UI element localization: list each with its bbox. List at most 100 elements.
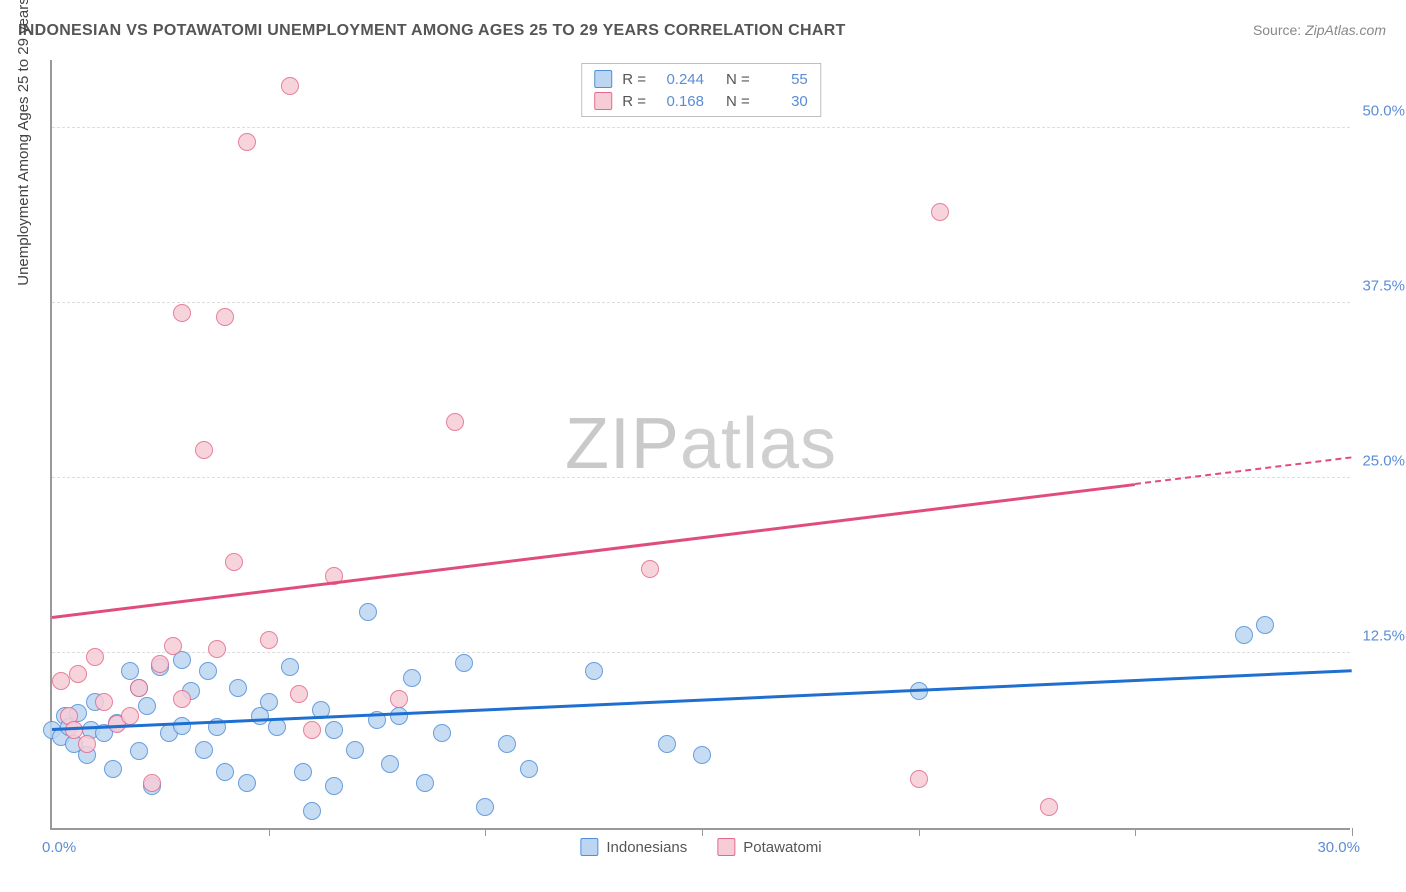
- watermark-thin: atlas: [680, 404, 837, 484]
- gridline: [52, 127, 1350, 128]
- x-tick: [485, 828, 486, 836]
- legend-swatch: [717, 838, 735, 856]
- data-point: [229, 679, 247, 697]
- source-label: Source:: [1253, 22, 1301, 38]
- data-point: [268, 718, 286, 736]
- data-point: [281, 77, 299, 95]
- data-point: [199, 662, 217, 680]
- r-label: R =: [622, 71, 646, 88]
- n-label: N =: [726, 93, 750, 110]
- data-point: [294, 763, 312, 781]
- data-point: [446, 413, 464, 431]
- data-point: [910, 770, 928, 788]
- data-point: [281, 658, 299, 676]
- data-point: [78, 735, 96, 753]
- gridline: [52, 652, 1350, 653]
- data-point: [130, 742, 148, 760]
- r-value: 0.168: [656, 93, 704, 110]
- data-point: [173, 304, 191, 322]
- data-point: [130, 679, 148, 697]
- data-point: [69, 665, 87, 683]
- data-point: [390, 707, 408, 725]
- legend: Indonesians Potawatomi: [580, 838, 821, 856]
- data-point: [455, 654, 473, 672]
- data-point: [216, 308, 234, 326]
- data-point: [325, 721, 343, 739]
- legend-label: Indonesians: [606, 839, 687, 856]
- x-axis-max-label: 30.0%: [1317, 839, 1360, 856]
- data-point: [658, 735, 676, 753]
- data-point: [195, 741, 213, 759]
- data-point: [476, 798, 494, 816]
- gridline: [52, 302, 1350, 303]
- r-label: R =: [622, 93, 646, 110]
- data-point: [403, 669, 421, 687]
- data-point: [173, 717, 191, 735]
- n-value: 30: [760, 93, 808, 110]
- legend-label: Potawatomi: [743, 839, 821, 856]
- y-axis-title: Unemployment Among Ages 25 to 29 years: [15, 0, 32, 286]
- trend-line: [52, 669, 1352, 730]
- data-point: [260, 631, 278, 649]
- data-point: [121, 707, 139, 725]
- data-point: [216, 763, 234, 781]
- source-value: ZipAtlas.com: [1305, 22, 1386, 38]
- trend-line-extrapolated: [1135, 456, 1352, 485]
- data-point: [290, 685, 308, 703]
- data-point: [151, 655, 169, 673]
- legend-swatch: [594, 92, 612, 110]
- x-axis-min-label: 0.0%: [42, 839, 76, 856]
- n-label: N =: [726, 71, 750, 88]
- data-point: [104, 760, 122, 778]
- watermark: ZIPatlas: [565, 403, 837, 485]
- data-point: [1235, 626, 1253, 644]
- x-tick: [702, 828, 703, 836]
- stats-box: R =0.244N =55R =0.168N =30: [581, 63, 821, 117]
- data-point: [520, 760, 538, 778]
- data-point: [143, 774, 161, 792]
- watermark-bold: ZIP: [565, 404, 680, 484]
- data-point: [86, 648, 104, 666]
- trend-line: [52, 483, 1136, 618]
- data-point: [585, 662, 603, 680]
- data-point: [238, 133, 256, 151]
- data-point: [208, 640, 226, 658]
- data-point: [433, 724, 451, 742]
- data-point: [1040, 798, 1058, 816]
- data-point: [325, 777, 343, 795]
- data-point: [173, 690, 191, 708]
- legend-swatch: [594, 70, 612, 88]
- data-point: [641, 560, 659, 578]
- plot-area: ZIPatlas R =0.244N =55R =0.168N =30 Indo…: [50, 60, 1350, 830]
- x-tick: [1352, 828, 1353, 836]
- data-point: [52, 672, 70, 690]
- stats-row: R = 0.168 N = 30: [594, 92, 808, 110]
- data-point: [260, 693, 278, 711]
- gridline: [52, 477, 1350, 478]
- data-point: [303, 721, 321, 739]
- data-point: [195, 441, 213, 459]
- legend-swatch: [580, 838, 598, 856]
- x-tick: [269, 828, 270, 836]
- legend-item: Potawatomi: [717, 838, 821, 856]
- y-tick-label: 50.0%: [1362, 103, 1405, 120]
- data-point: [693, 746, 711, 764]
- data-point: [225, 553, 243, 571]
- data-point: [95, 693, 113, 711]
- r-value: 0.244: [656, 71, 704, 88]
- data-point: [390, 690, 408, 708]
- y-tick-label: 25.0%: [1362, 453, 1405, 470]
- stats-row: R =0.244N =55: [594, 70, 808, 88]
- data-point: [303, 802, 321, 820]
- data-point: [1256, 616, 1274, 634]
- y-tick-label: 37.5%: [1362, 278, 1405, 295]
- data-point: [138, 697, 156, 715]
- data-point: [359, 603, 377, 621]
- data-point: [238, 774, 256, 792]
- data-point: [346, 741, 364, 759]
- y-tick-label: 12.5%: [1362, 628, 1405, 645]
- data-point: [498, 735, 516, 753]
- x-tick: [1135, 828, 1136, 836]
- source-attribution: Source: ZipAtlas.com: [1253, 22, 1386, 38]
- x-tick: [919, 828, 920, 836]
